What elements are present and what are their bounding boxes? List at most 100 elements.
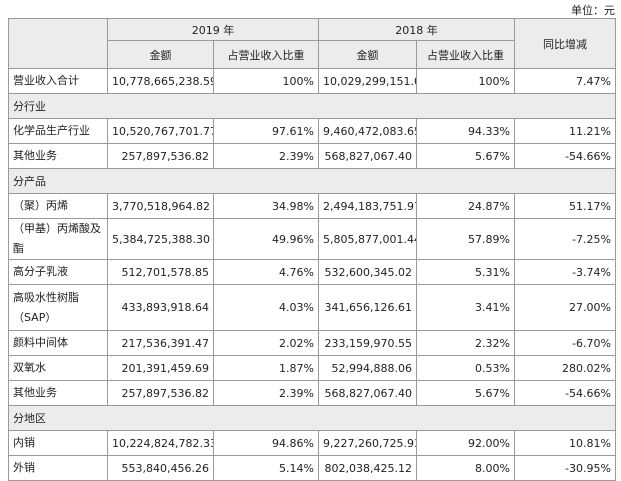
table-head: 2019 年 2018 年 同比增减 金额 占营业收入比重 金额 占营业收入比重: [8, 18, 616, 69]
value-cell: 1.87%: [213, 355, 319, 381]
value-cell: 27.00%: [514, 284, 616, 331]
corner-cell: [8, 18, 108, 69]
value-cell: 94.86%: [213, 430, 319, 456]
value-cell: 201,391,459.69: [107, 355, 214, 381]
data-row: 其他业务 257,897,536.82 2.39% 568,827,067.40 5.6…: [8, 143, 616, 169]
value-cell: 2.39%: [213, 380, 319, 406]
table: 2019 年 2018 年 同比增减 金额 占营业收入比重 金额 占营业收入比重…: [8, 18, 616, 481]
value-cell: 5,384,725,388.30: [107, 218, 214, 260]
unit-label: 单位：元: [571, 4, 615, 17]
value-cell: 433,893,918.64: [107, 284, 214, 331]
row-label: 颜料中间体: [8, 330, 108, 356]
sub-header: 金额: [318, 40, 417, 69]
header-row: 金额 占营业收入比重 金额 占营业收入比重: [9, 40, 616, 69]
value-cell: -6.70%: [514, 330, 616, 356]
data-row: 高分子乳液 512,701,578.85 4.76% 532,600,345.02 5.…: [8, 259, 616, 285]
value-cell: 34.98%: [213, 193, 319, 219]
value-cell: -7.25%: [514, 218, 616, 260]
value-cell: 9,460,472,083.65: [318, 118, 417, 144]
value-cell: 257,897,536.82: [107, 380, 214, 406]
row-label: （聚）丙烯: [8, 193, 108, 219]
table-body: 营业收入合计 10,778,665,238.59 100% 10,029,299,15…: [8, 68, 616, 481]
value-cell: 7.47%: [514, 68, 616, 94]
row-label: 营业收入合计: [8, 68, 108, 94]
value-cell: 5,805,877,001.44: [318, 218, 417, 260]
value-cell: 2,494,183,751.97: [318, 193, 417, 219]
value-cell: 51.17%: [514, 193, 616, 219]
page: 单位：元 2019 年 2018 年 同比增减 金额 占营业收入比重 金额 占营…: [8, 4, 616, 481]
value-cell: 5.67%: [416, 143, 515, 169]
row-label: 高吸水性树脂（SAP）: [8, 284, 108, 331]
value-cell: -54.66%: [514, 380, 616, 406]
value-cell: 5.67%: [416, 380, 515, 406]
data-row: （聚）丙烯 3,770,518,964.82 34.98% 2,494,183,751…: [8, 193, 616, 219]
data-row: 内销 10,224,824,782.33 94.86% 9,227,260,725.9…: [8, 430, 616, 456]
value-cell: 100%: [213, 68, 319, 94]
value-cell: 4.03%: [213, 284, 319, 331]
year-header: 2019 年: [107, 18, 319, 41]
section-cell: 分行业: [8, 93, 616, 119]
row-label: （甲基）丙烯酸及酯: [8, 218, 108, 260]
section-row: 分地区: [8, 405, 616, 431]
data-row: （甲基）丙烯酸及酯 5,384,725,388.30 49.96% 5,805,877…: [8, 218, 616, 260]
value-cell: 233,159,970.55: [318, 330, 417, 356]
row-label: 高分子乳液: [8, 259, 108, 285]
value-cell: 3,770,518,964.82: [107, 193, 214, 219]
row-label: 化学品生产行业: [8, 118, 108, 144]
value-cell: 10,520,767,701.77: [107, 118, 214, 144]
value-cell: 280.02%: [514, 355, 616, 381]
sub-header: 金额: [107, 40, 214, 69]
value-cell: 24.87%: [416, 193, 515, 219]
section-row: 分产品: [8, 168, 616, 194]
value-cell: 568,827,067.40: [318, 380, 417, 406]
value-cell: 11.21%: [514, 118, 616, 144]
value-cell: 10,224,824,782.33: [107, 430, 214, 456]
row-label: 外销: [8, 455, 108, 481]
value-cell: -54.66%: [514, 143, 616, 169]
data-row: 化学品生产行业 10,520,767,701.77 97.61% 9,460,472,…: [8, 118, 616, 144]
value-cell: 52,994,888.06: [318, 355, 417, 381]
value-cell: 341,656,126.61: [318, 284, 417, 331]
value-cell: 217,536,391.47: [107, 330, 214, 356]
value-cell: 5.31%: [416, 259, 515, 285]
data-row: 营业收入合计 10,778,665,238.59 100% 10,029,299,15…: [8, 68, 616, 94]
value-cell: 10,778,665,238.59: [107, 68, 214, 94]
data-row: 高吸水性树脂（SAP） 433,893,918.64 4.03% 341,656,12…: [8, 284, 616, 331]
value-cell: 257,897,536.82: [107, 143, 214, 169]
value-cell: 49.96%: [213, 218, 319, 260]
section-cell: 分地区: [8, 405, 616, 431]
value-cell: 512,701,578.85: [107, 259, 214, 285]
row-label: 其他业务: [8, 143, 108, 169]
value-cell: 8.00%: [416, 455, 515, 481]
value-cell: 568,827,067.40: [318, 143, 417, 169]
section-row: 分行业: [8, 93, 616, 119]
data-row: 颜料中间体 217,536,391.47 2.02% 233,159,970.55 2.…: [8, 330, 616, 356]
value-cell: 532,600,345.02: [318, 259, 417, 285]
row-label: 内销: [8, 430, 108, 456]
year-header: 2018 年: [318, 18, 515, 41]
header-row: 2019 年 2018 年 同比增减: [8, 18, 616, 69]
value-cell: 94.33%: [416, 118, 515, 144]
value-cell: 10.81%: [514, 430, 616, 456]
data-row: 其他业务 257,897,536.82 2.39% 568,827,067.40 5.6…: [8, 380, 616, 406]
value-cell: 2.02%: [213, 330, 319, 356]
value-cell: 97.61%: [213, 118, 319, 144]
value-cell: 553,840,456.26: [107, 455, 214, 481]
value-cell: 2.32%: [416, 330, 515, 356]
value-cell: -3.74%: [514, 259, 616, 285]
value-cell: 0.53%: [416, 355, 515, 381]
value-cell: 4.76%: [213, 259, 319, 285]
value-cell: 2.39%: [213, 143, 319, 169]
data-row: 外销 553,840,456.26 5.14% 802,038,425.12 8.00%…: [8, 455, 616, 481]
value-cell: 100%: [416, 68, 515, 94]
value-cell: 9,227,260,725.93: [318, 430, 417, 456]
row-label: 其他业务: [8, 380, 108, 406]
value-cell: 5.14%: [213, 455, 319, 481]
value-cell: 92.00%: [416, 430, 515, 456]
value-cell: 57.89%: [416, 218, 515, 260]
section-cell: 分产品: [8, 168, 616, 194]
row-label: 双氧水: [8, 355, 108, 381]
value-cell: -30.95%: [514, 455, 616, 481]
sub-header: 占营业收入比重: [416, 40, 515, 69]
sub-header: 占营业收入比重: [213, 40, 319, 69]
